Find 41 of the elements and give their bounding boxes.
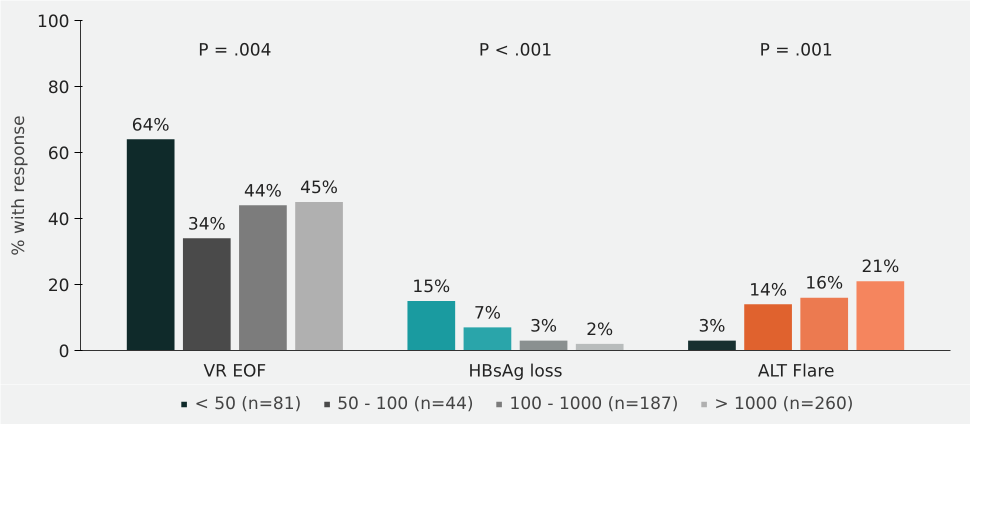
data-label: 3% (698, 316, 726, 337)
bar (295, 202, 343, 350)
annotation: P < .001 (478, 40, 552, 60)
annotation: P = .001 (760, 40, 833, 60)
bar (407, 301, 456, 350)
data-label: 3% (530, 316, 558, 337)
data-label: 34% (188, 214, 226, 234)
legend-label: > 1000 (n=260) (714, 394, 854, 414)
data-label: 16% (805, 274, 844, 294)
y-tick-label: 20 (48, 276, 70, 296)
bar (464, 327, 512, 350)
data-label: 2% (586, 320, 614, 340)
bar (182, 238, 231, 350)
data-label: 7% (474, 303, 501, 324)
data-label: 14% (749, 280, 787, 300)
bar (800, 298, 848, 350)
x-tick-label: VR EOF (203, 362, 266, 382)
y-tick-label: 100 (37, 12, 70, 32)
data-label: 45% (300, 178, 338, 198)
bar (126, 139, 175, 350)
legend-label: < 50 (n=81) (194, 394, 302, 414)
data-label: 21% (861, 257, 900, 278)
x-tick-label: HBsAg loss (468, 362, 563, 382)
legend-label: 100 - 1000 (n=187) (510, 394, 678, 414)
bar (856, 281, 904, 350)
data-label: 44% (244, 181, 282, 202)
y-axis-title: % with response (9, 115, 30, 256)
bar (576, 344, 624, 350)
bar (688, 340, 736, 350)
y-tick-label: 80 (48, 78, 70, 98)
bar (744, 304, 792, 350)
x-tick-label: ALT Flare (758, 362, 834, 382)
data-label: 15% (412, 277, 450, 297)
y-tick-label: 0 (58, 342, 70, 362)
legend-label: 50 - 100 (n=44) (337, 394, 474, 414)
data-label: 64% (132, 115, 170, 136)
y-tick-label: 40 (48, 210, 70, 230)
bar (239, 205, 287, 350)
annotation: P = .004 (198, 40, 272, 60)
y-tick-label: 60 (48, 144, 70, 164)
bar (520, 340, 568, 350)
